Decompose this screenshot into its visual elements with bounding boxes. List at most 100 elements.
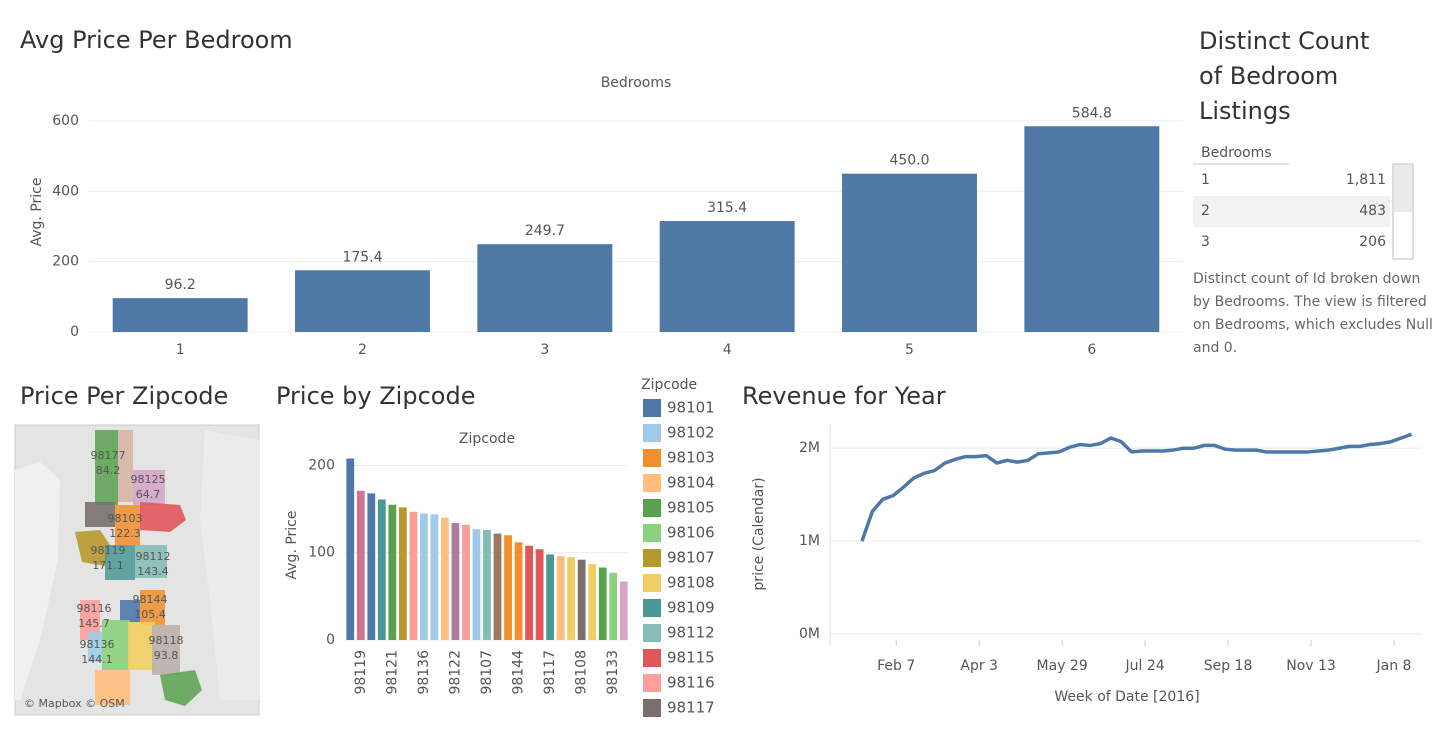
row-band bbox=[1193, 196, 1390, 227]
x-tick-label: Jul 24 bbox=[1125, 658, 1165, 674]
bar bbox=[535, 549, 544, 640]
x-tick-label: 98121 bbox=[384, 650, 400, 695]
table-cell: 1 bbox=[1201, 172, 1210, 188]
bar bbox=[451, 523, 460, 640]
bar bbox=[1024, 126, 1160, 332]
water bbox=[15, 462, 60, 700]
bar bbox=[546, 554, 555, 640]
bar bbox=[356, 490, 365, 640]
legend-label: 98103 bbox=[667, 449, 715, 467]
legend-label: 98101 bbox=[667, 399, 715, 417]
legend-label: 98104 bbox=[667, 474, 715, 492]
x-tick-label: 2 bbox=[358, 342, 367, 358]
bar bbox=[577, 559, 586, 640]
value-label: 315.4 bbox=[707, 200, 747, 216]
scroll-thumb[interactable] bbox=[1394, 165, 1412, 212]
legend-swatch bbox=[643, 574, 661, 592]
legend-label: 98107 bbox=[667, 549, 715, 567]
bar bbox=[609, 572, 618, 640]
bar bbox=[659, 221, 795, 332]
y-tick-label: 200 bbox=[308, 457, 335, 473]
water bbox=[200, 430, 259, 700]
x-tick-label: 98119 bbox=[353, 650, 369, 695]
table-cell: 1,811 bbox=[1346, 172, 1386, 188]
bar bbox=[377, 499, 386, 640]
x-tick-label: 98107 bbox=[479, 650, 495, 695]
region-label: 98118 bbox=[149, 634, 184, 647]
bar bbox=[598, 567, 607, 640]
table-cell: 3 bbox=[1201, 234, 1210, 250]
x-tick-label: 1 bbox=[176, 342, 185, 358]
y-tick-label: 0M bbox=[799, 626, 820, 642]
region bbox=[140, 590, 165, 625]
map: © Mapbox © OSM bbox=[14, 424, 260, 716]
region-label: 98116 bbox=[77, 602, 112, 615]
region-value: 145.7 bbox=[78, 617, 110, 630]
legend-label: 98108 bbox=[667, 574, 715, 592]
y-axis-title: Avg. Price bbox=[284, 511, 300, 580]
legend-swatch bbox=[643, 699, 661, 717]
line bbox=[860, 432, 1413, 542]
y-tick-label: 400 bbox=[52, 183, 79, 199]
x-tick-label: 98108 bbox=[574, 650, 590, 695]
legend-label: 98106 bbox=[667, 524, 715, 542]
region-value: 122.3 bbox=[109, 527, 141, 540]
legend-swatch bbox=[643, 624, 661, 642]
y-tick-label: 1M bbox=[799, 533, 820, 549]
legend-swatch bbox=[643, 474, 661, 492]
region bbox=[120, 600, 140, 622]
map-attribution: © Mapbox © OSM bbox=[24, 697, 125, 710]
x-tick-label: Sep 18 bbox=[1204, 658, 1253, 674]
bar bbox=[483, 530, 491, 640]
region bbox=[75, 530, 110, 566]
bar bbox=[514, 542, 523, 640]
value-label: 96.2 bbox=[165, 277, 196, 293]
bar bbox=[619, 581, 628, 640]
legend-label: 98102 bbox=[667, 424, 715, 442]
region-label: 98119 bbox=[91, 544, 126, 557]
legend-swatch bbox=[643, 449, 661, 467]
y-tick-label: 200 bbox=[52, 254, 79, 270]
bar bbox=[525, 545, 533, 640]
y-tick-label: 0 bbox=[70, 324, 79, 340]
value-label: 584.8 bbox=[1072, 105, 1112, 121]
region-value: 64.7 bbox=[136, 488, 161, 501]
region-label: 98125 bbox=[131, 473, 166, 486]
bar bbox=[367, 493, 376, 640]
region bbox=[140, 502, 186, 532]
table-header: Bedrooms bbox=[1201, 145, 1272, 161]
legend-swatch bbox=[643, 524, 661, 542]
region bbox=[80, 600, 100, 640]
region bbox=[160, 670, 202, 706]
legend-title: Zipcode bbox=[641, 377, 697, 393]
x-tick-label: 5 bbox=[905, 342, 914, 358]
bar bbox=[567, 557, 576, 640]
region bbox=[95, 670, 130, 705]
region bbox=[152, 625, 180, 675]
legend-swatch bbox=[643, 649, 661, 667]
chart-title: Price by Zipcode bbox=[276, 382, 475, 410]
x-axis-title: Zipcode bbox=[459, 431, 515, 447]
region-value: 143.4 bbox=[137, 565, 169, 578]
legend-swatch bbox=[643, 549, 661, 567]
bar bbox=[398, 507, 407, 640]
bar bbox=[388, 504, 397, 640]
value-label: 175.4 bbox=[342, 249, 382, 265]
legend-label: 98109 bbox=[667, 599, 715, 617]
bar bbox=[493, 533, 502, 640]
bar bbox=[430, 514, 439, 640]
region-label: 98177 bbox=[91, 449, 126, 462]
legend-swatch bbox=[643, 399, 661, 417]
region-value: 171.1 bbox=[92, 559, 124, 572]
x-tick-label: May 29 bbox=[1037, 658, 1088, 674]
bar bbox=[588, 564, 597, 640]
legend-swatch bbox=[643, 674, 661, 692]
legend-swatch bbox=[643, 424, 661, 442]
table-cell: 2 bbox=[1201, 203, 1210, 219]
x-tick-label: 98133 bbox=[605, 650, 621, 695]
y-tick-label: 0 bbox=[326, 632, 335, 648]
legend-label: 98116 bbox=[667, 674, 715, 692]
region bbox=[85, 502, 115, 527]
bar bbox=[441, 517, 449, 640]
